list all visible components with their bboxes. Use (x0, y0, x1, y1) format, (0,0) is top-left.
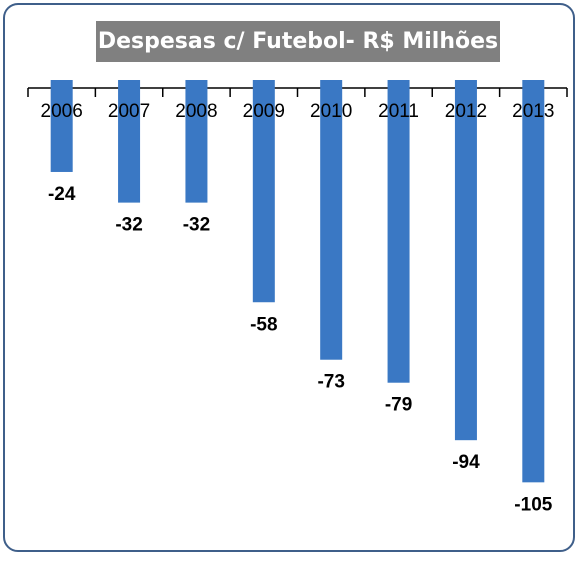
bar (320, 80, 343, 360)
x-tick-label: 2006 (41, 101, 83, 122)
bar (185, 80, 208, 203)
bar (118, 80, 141, 203)
x-tick-label: 2007 (108, 101, 150, 122)
value-label: -79 (385, 395, 412, 416)
frame (3, 3, 575, 552)
bar (50, 80, 73, 172)
x-tick-label: 2010 (310, 101, 352, 122)
title-box (96, 21, 500, 62)
bar (454, 80, 477, 441)
value-label: -32 (115, 215, 142, 236)
bar (522, 80, 545, 483)
x-tick-label: 2013 (512, 101, 554, 122)
value-label: -32 (183, 215, 210, 236)
value-label: -94 (452, 452, 480, 473)
chart-title: Despesas c/ Futebol- R$ Milhões (98, 29, 498, 54)
bar (387, 80, 410, 383)
bar (252, 80, 275, 303)
value-label: -105 (514, 494, 552, 515)
x-tick-label: 2012 (445, 101, 487, 122)
value-label: -58 (250, 314, 277, 335)
x-tick-label: 2011 (378, 101, 419, 122)
x-tick-label: 2009 (243, 101, 285, 122)
value-label: -73 (317, 372, 344, 393)
value-label: -24 (48, 184, 76, 205)
x-tick-label: 2008 (175, 101, 217, 122)
